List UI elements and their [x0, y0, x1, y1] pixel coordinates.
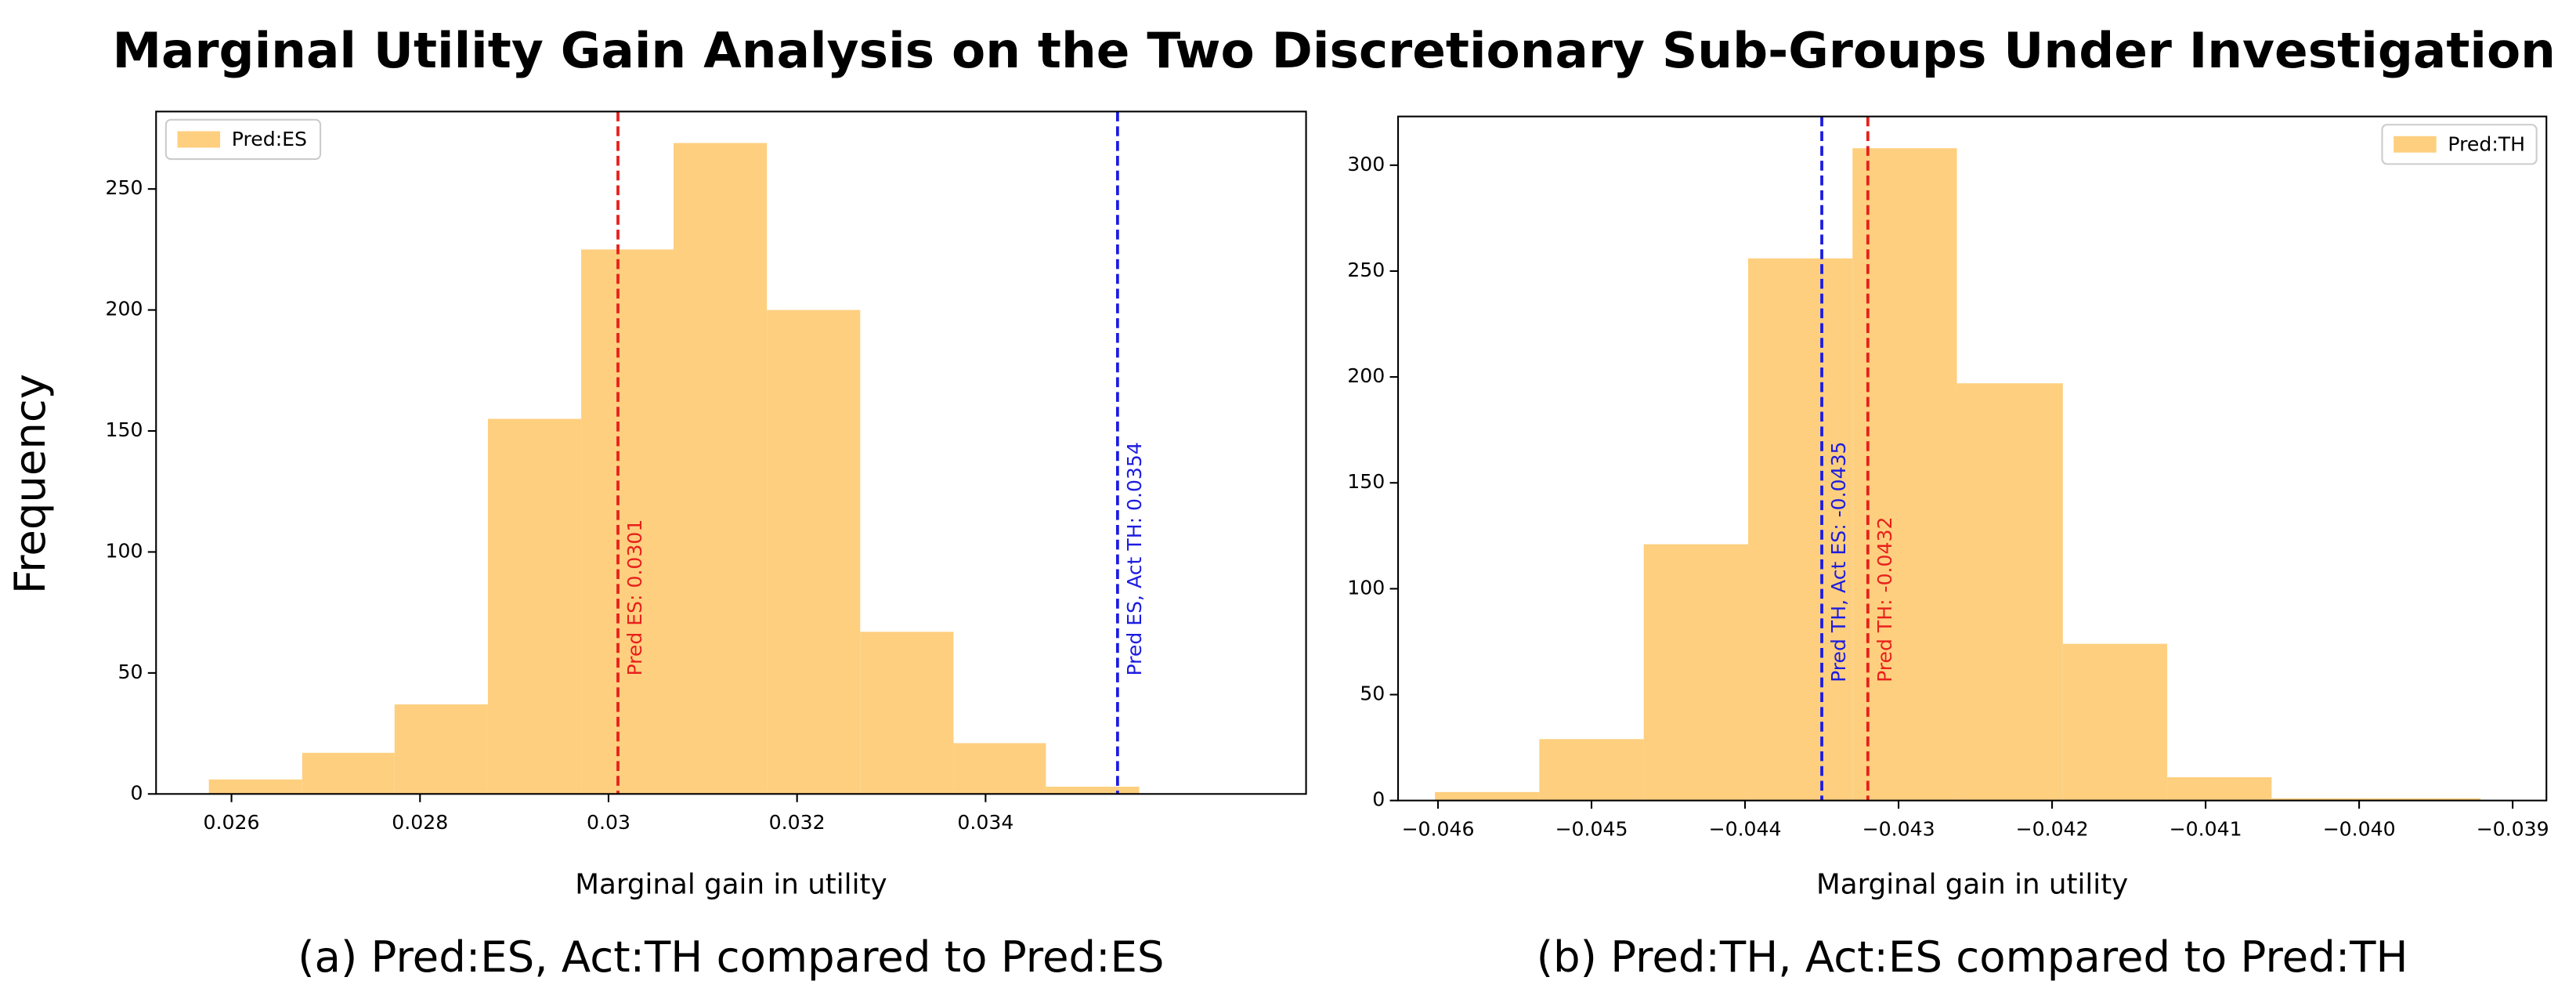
bar [208, 779, 302, 794]
x-tick-label: −0.040 [2323, 817, 2396, 840]
bar [1747, 258, 1853, 801]
legend-frame [2381, 124, 2538, 165]
x-tick-label: 0.034 [957, 811, 1013, 834]
y-tick-label: 250 [105, 176, 143, 199]
y-tick-label: 0 [130, 781, 143, 804]
bar [2062, 643, 2168, 801]
x-tick-label: −0.044 [1708, 817, 1781, 840]
figure-title: Marginal Utility Gain Analysis on the Tw… [112, 22, 2556, 79]
x-tick-label: −0.045 [1555, 817, 1628, 840]
x-tick-label: −0.043 [1862, 817, 1935, 840]
bar [1852, 148, 1957, 801]
x-tick-label: −0.046 [1401, 817, 1474, 840]
x-axis-label: Marginal gain in utility [575, 869, 887, 901]
plot-frame [155, 110, 1307, 795]
bar [1956, 383, 2063, 801]
y-axis-label: Frequency [5, 374, 55, 594]
legend-label: Pred:TH [2448, 132, 2525, 155]
legend-swatch [2394, 136, 2437, 153]
legend-swatch [177, 131, 221, 148]
x-tick-label: 0.03 [587, 811, 630, 834]
y-tick-label: 250 [1347, 259, 1385, 281]
plot-frame [1396, 115, 2548, 802]
reference-label: Pred TH: -0.0432 [1873, 517, 1896, 682]
reference-label: Pred TH, Act ES: -0.0435 [1827, 441, 1850, 682]
y-tick-label: 50 [117, 661, 143, 683]
bar [2271, 798, 2376, 801]
legend-label: Pred:ES [232, 128, 307, 150]
y-tick-label: 100 [105, 539, 143, 562]
bar [394, 704, 488, 794]
y-tick-label: 150 [105, 418, 143, 441]
reference-label: Pred ES: 0.0301 [623, 519, 646, 676]
y-tick-label: 50 [1360, 682, 1385, 705]
bar [860, 632, 954, 794]
bar [674, 143, 768, 794]
x-tick-label: −0.041 [2170, 817, 2242, 840]
x-tick-label: 0.028 [392, 811, 448, 834]
bar [1435, 791, 1540, 801]
bar [2167, 776, 2272, 801]
y-tick-label: 0 [1372, 788, 1385, 811]
bar [581, 249, 674, 794]
bar [767, 309, 861, 794]
bar [1643, 544, 1748, 801]
x-tick-label: −0.042 [2016, 817, 2089, 840]
y-tick-label: 150 [1347, 470, 1385, 493]
x-tick-label: −0.039 [2477, 817, 2549, 840]
y-tick-label: 300 [1347, 153, 1385, 176]
y-tick-label: 100 [1347, 576, 1385, 599]
y-tick-label: 200 [1347, 364, 1385, 387]
bar [1046, 787, 1140, 794]
bar [953, 743, 1046, 794]
x-axis-label: Marginal gain in utility [1816, 869, 2128, 901]
bar [487, 418, 582, 794]
caption: (a) Pred:ES, Act:TH compared to Pred:ES [298, 932, 1164, 982]
x-tick-label: 0.026 [204, 811, 260, 834]
x-tick-label: 0.032 [769, 811, 826, 834]
bar [2375, 798, 2480, 801]
y-tick-label: 200 [105, 298, 143, 320]
reference-label: Pred ES, Act TH: 0.0354 [1123, 442, 1146, 675]
bar [302, 752, 395, 794]
bar [1539, 739, 1644, 801]
legend-frame [164, 118, 322, 161]
caption: (b) Pred:TH, Act:ES compared to Pred:TH [1537, 932, 2408, 982]
